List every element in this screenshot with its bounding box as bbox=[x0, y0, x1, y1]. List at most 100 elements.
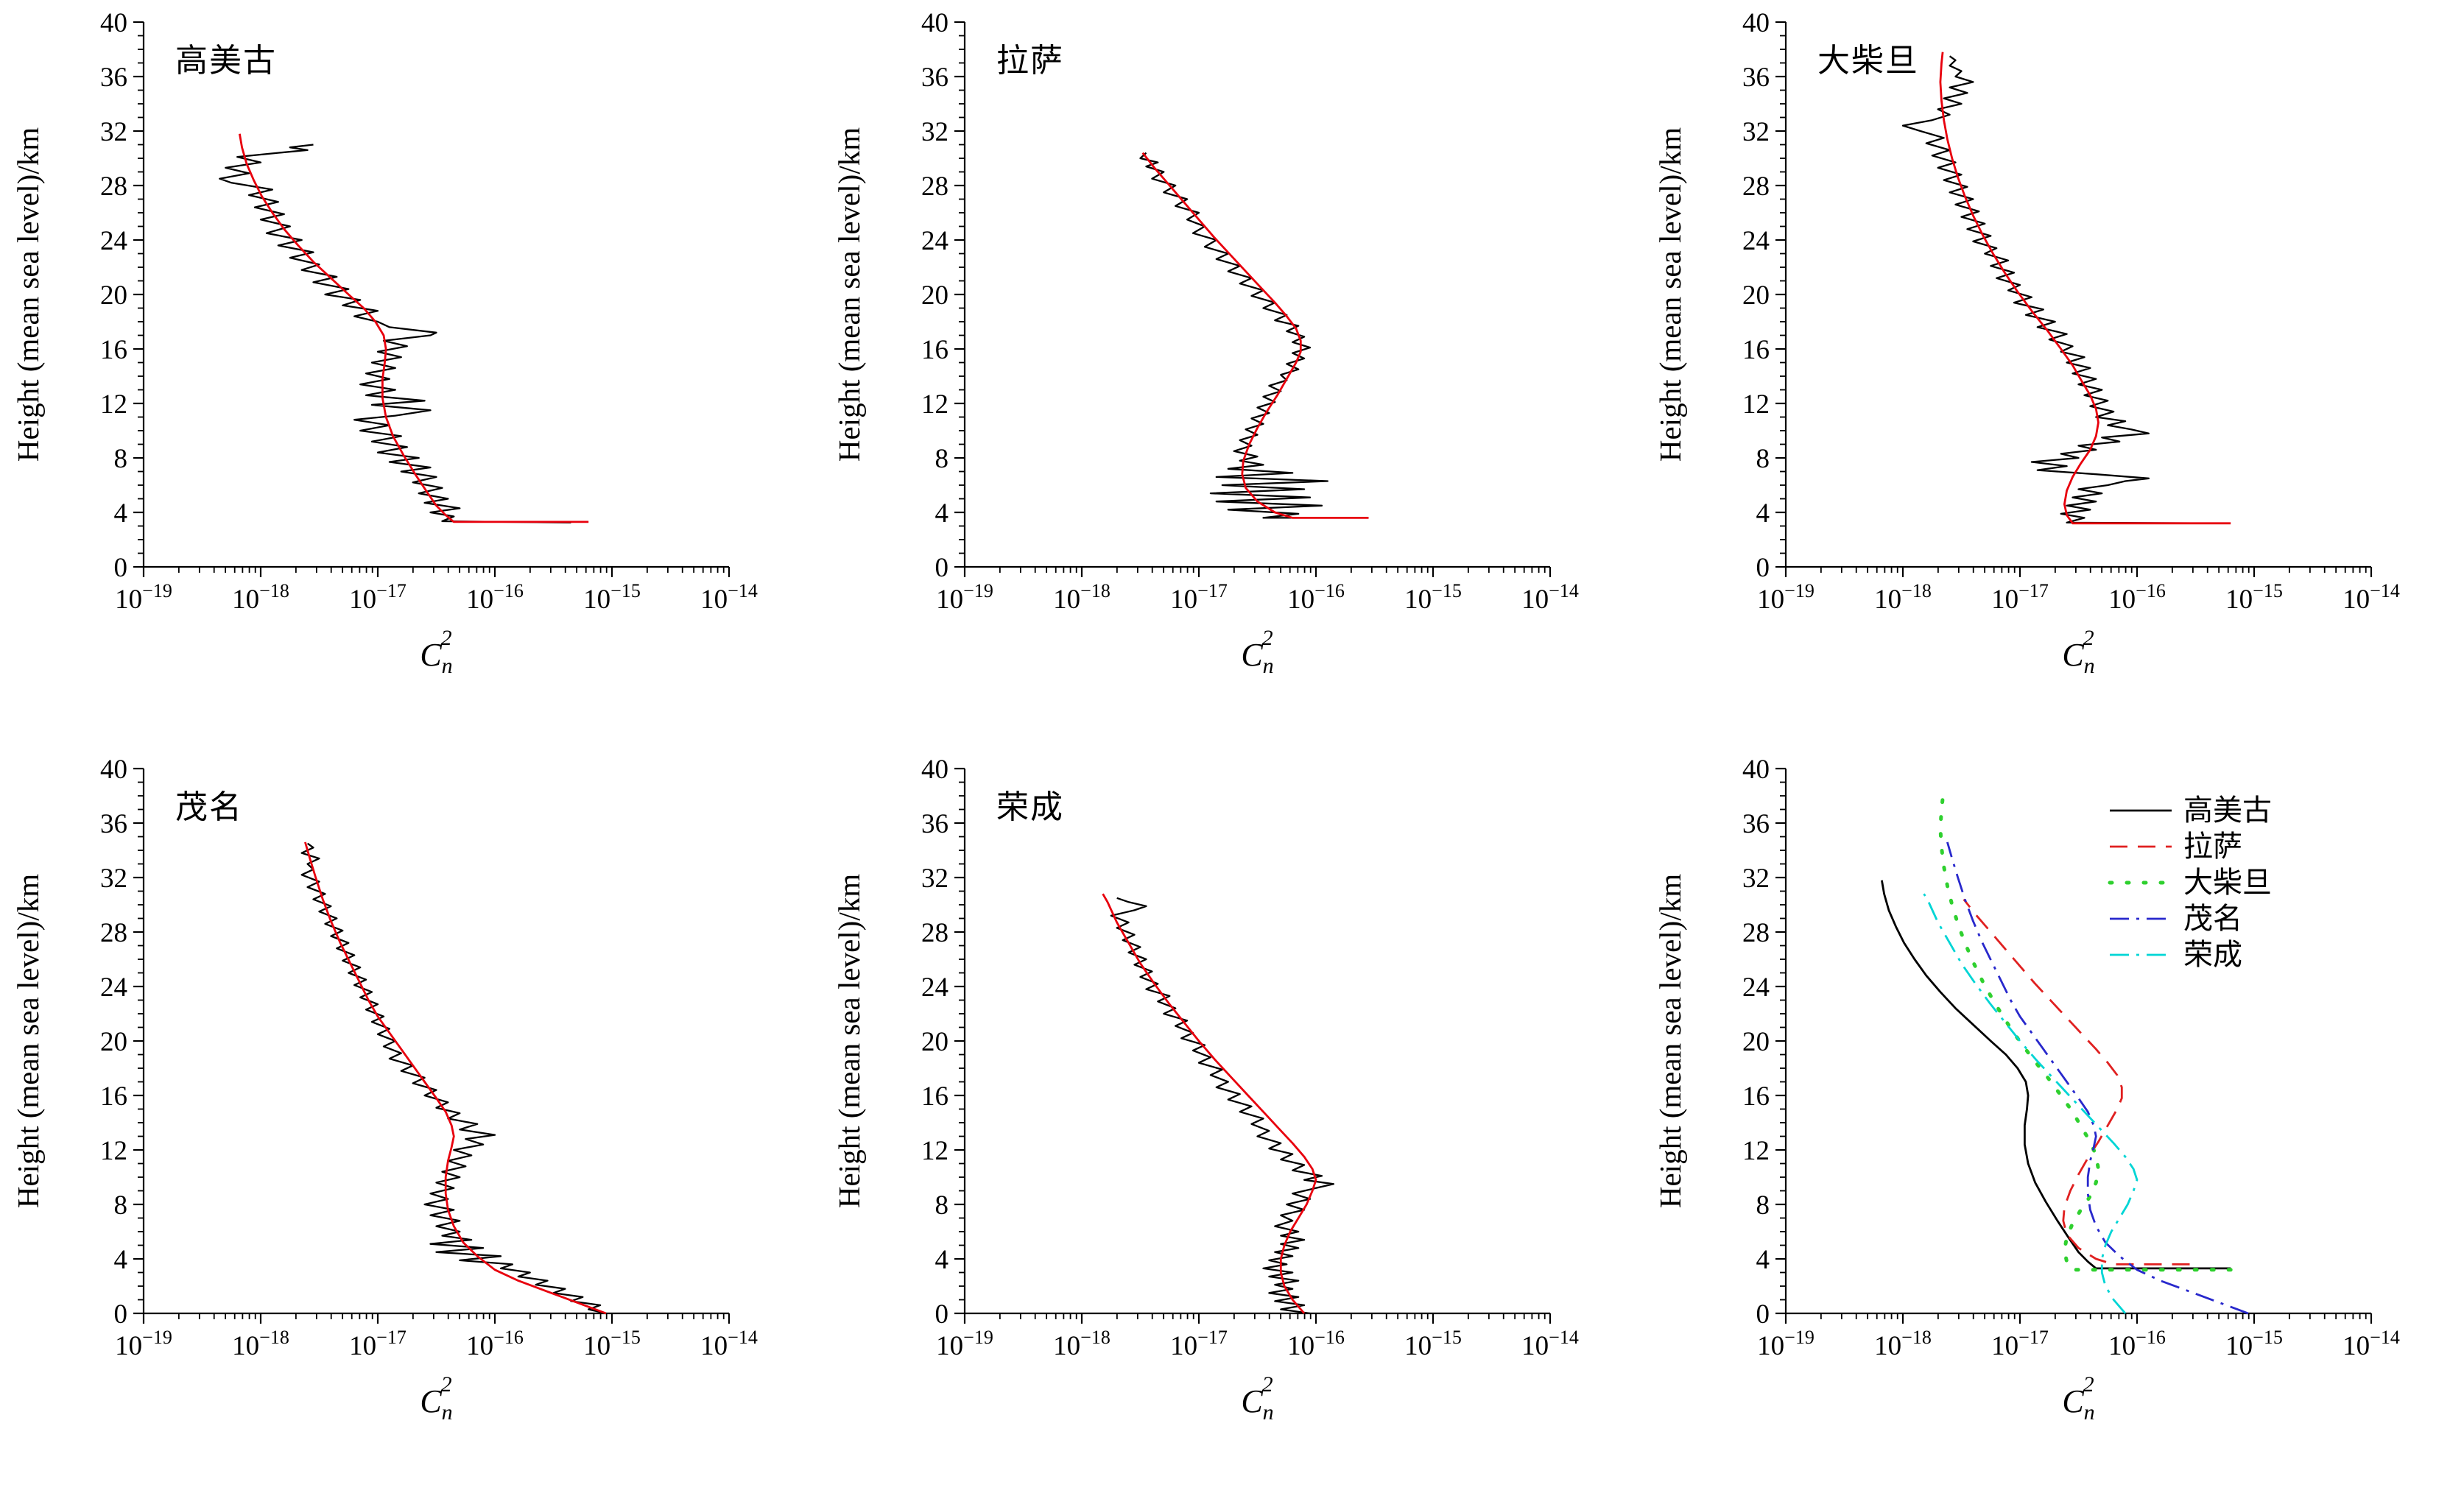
y-tick-label: 0 bbox=[114, 553, 128, 583]
y-tick-label: 40 bbox=[921, 8, 948, 38]
y-tick-label: 8 bbox=[935, 1190, 949, 1221]
panel-gaomeigu: 10−19 10−18 10−17 10−16 10−15 10−14 0 4 8 12 16 20 2… bbox=[0, 0, 821, 746]
y-tick-label: 4 bbox=[1756, 1245, 1770, 1275]
chart-dachaidan: 10−19 10−18 10−17 10−16 10−15 10−14 0 4 8 12 16 20 2… bbox=[1653, 8, 2400, 678]
y-tick-label: 16 bbox=[100, 1081, 127, 1112]
panel-title-lasa: 拉萨 bbox=[996, 43, 1064, 79]
measured-curve-maoming bbox=[300, 842, 607, 1315]
y-tick-label: 0 bbox=[935, 553, 949, 583]
x-tick-labels: 10−19 10−18 10−17 10−16 10−15 10−14 bbox=[115, 580, 758, 615]
y-tick-label: 40 bbox=[100, 755, 127, 785]
x-tick-label: 10−17 bbox=[1170, 1327, 1228, 1361]
y-tick-label: 40 bbox=[100, 8, 127, 38]
x-tick-labels: 10−19 10−18 10−17 10−16 10−15 10−14 bbox=[1757, 580, 2400, 615]
y-tick-label: 36 bbox=[921, 63, 948, 93]
y-axis-label: Height (mean sea level)/km bbox=[1653, 127, 1687, 462]
x-tick-label: 10−15 bbox=[1404, 580, 1462, 615]
y-tick-label: 32 bbox=[921, 117, 948, 147]
x-tick-label: 10−17 bbox=[349, 1327, 406, 1361]
y-tick-label: 32 bbox=[921, 864, 948, 894]
axes bbox=[954, 21, 1552, 577]
y-tick-label: 20 bbox=[921, 1027, 948, 1057]
y-tick-label: 40 bbox=[921, 755, 948, 785]
y-tick-label: 12 bbox=[1742, 389, 1770, 420]
y-tick-label: 16 bbox=[1742, 1081, 1770, 1112]
x-tick-label: 10−19 bbox=[1757, 580, 1814, 615]
measured-curve-dachaidan bbox=[1901, 55, 2214, 524]
y-tick-labels: 0 4 8 12 16 20 24 28 32 36 40 bbox=[100, 755, 127, 1330]
y-tick-label: 0 bbox=[1756, 1299, 1770, 1330]
x-tick-label: 10−18 bbox=[1053, 1327, 1110, 1361]
fitted-curve-dachaidan bbox=[1939, 52, 2231, 525]
y-tick-label: 20 bbox=[100, 280, 127, 311]
y-tick-label: 32 bbox=[100, 117, 127, 147]
panel-title-gaomeigu: 高美古 bbox=[175, 43, 277, 79]
x-tick-label: 10−16 bbox=[1287, 1327, 1345, 1361]
y-tick-label: 28 bbox=[1742, 172, 1770, 202]
x-tick-label: 10−15 bbox=[583, 580, 641, 615]
y-tick-label: 24 bbox=[100, 226, 127, 256]
x-tick-label: 10−16 bbox=[1287, 580, 1345, 615]
x-tick-label: 10−14 bbox=[2342, 1327, 2400, 1361]
panel-lasa: 10−19 10−18 10−17 10−16 10−15 10−14 0 4 8 12 16 20 2… bbox=[821, 0, 1642, 746]
y-tick-label: 36 bbox=[100, 809, 127, 839]
combined-curve-gaomeigu bbox=[1881, 880, 2231, 1270]
fitted-curve-gaomeigu bbox=[239, 133, 589, 523]
x-tick-label: 10−15 bbox=[2225, 580, 2283, 615]
y-tick-labels: 0 4 8 12 16 20 24 28 32 36 40 bbox=[100, 8, 127, 583]
x-tick-label: 10−16 bbox=[466, 1327, 524, 1361]
measured-curve-lasa bbox=[1139, 152, 1340, 519]
axes bbox=[1775, 767, 2373, 1324]
y-tick-label: 4 bbox=[1756, 498, 1770, 529]
panel-title-rongcheng: 荣成 bbox=[996, 789, 1064, 825]
chart-gaomeigu: 10−19 10−18 10−17 10−16 10−15 10−14 0 4 8 12 16 20 2… bbox=[11, 8, 758, 678]
x-axis-label: Cn2 bbox=[420, 626, 452, 678]
combined-curve-lasa bbox=[1963, 898, 2190, 1266]
y-tick-label: 32 bbox=[100, 864, 127, 894]
y-tick-label: 20 bbox=[1742, 280, 1770, 311]
panel-dachaidan: 10−19 10−18 10−17 10−16 10−15 10−14 0 4 8 12 16 20 2… bbox=[1642, 0, 2463, 746]
x-tick-label: 10−17 bbox=[1170, 580, 1228, 615]
y-tick-label: 28 bbox=[1742, 918, 1770, 948]
y-axis-label: Height (mean sea level)/km bbox=[11, 127, 45, 462]
x-tick-labels: 10−19 10−18 10−17 10−16 10−15 10−14 bbox=[936, 1327, 1579, 1361]
y-tick-label: 8 bbox=[1756, 1190, 1770, 1221]
chart-combined: 10−19 10−18 10−17 10−16 10−15 10−14 0 4 8 12 16 20 2… bbox=[1653, 755, 2400, 1425]
x-tick-label: 10−15 bbox=[2225, 1327, 2283, 1361]
fitted-curve-rongcheng bbox=[1102, 893, 1317, 1314]
x-tick-label: 10−19 bbox=[936, 580, 993, 615]
x-tick-label: 10−14 bbox=[700, 580, 758, 615]
x-tick-label: 10−17 bbox=[1991, 1327, 2049, 1361]
x-tick-labels: 10−19 10−18 10−17 10−16 10−15 10−14 bbox=[936, 580, 1579, 615]
y-tick-label: 36 bbox=[1742, 63, 1770, 93]
x-tick-label: 10−14 bbox=[2342, 580, 2400, 615]
y-tick-label: 28 bbox=[100, 172, 127, 202]
y-tick-label: 12 bbox=[921, 389, 948, 420]
y-tick-label: 32 bbox=[1742, 864, 1770, 894]
y-tick-label: 40 bbox=[1742, 755, 1770, 785]
y-tick-label: 12 bbox=[100, 1136, 127, 1166]
x-axis-label: Cn2 bbox=[420, 1372, 452, 1425]
x-tick-labels: 10−19 10−18 10−17 10−16 10−15 10−14 bbox=[115, 1327, 758, 1361]
x-tick-label: 10−14 bbox=[1521, 580, 1579, 615]
measured-curve-rongcheng bbox=[1110, 897, 1335, 1315]
y-tick-label: 28 bbox=[921, 918, 948, 948]
x-tick-label: 10−16 bbox=[466, 580, 524, 615]
fitted-curve-maoming bbox=[304, 841, 607, 1315]
y-tick-label: 36 bbox=[921, 809, 948, 839]
y-tick-label: 36 bbox=[1742, 809, 1770, 839]
x-tick-label: 10−17 bbox=[1991, 580, 2049, 615]
y-tick-label: 4 bbox=[935, 1245, 949, 1275]
x-tick-label: 10−17 bbox=[349, 580, 406, 615]
x-axis-label: Cn2 bbox=[2062, 626, 2094, 678]
y-tick-label: 12 bbox=[100, 389, 127, 420]
y-tick-labels: 0 4 8 12 16 20 24 28 32 36 40 bbox=[1742, 8, 1770, 583]
y-tick-label: 20 bbox=[1742, 1027, 1770, 1057]
y-axis-label: Height (mean sea level)/km bbox=[1653, 874, 1687, 1208]
y-tick-label: 8 bbox=[114, 444, 128, 474]
y-tick-label: 12 bbox=[921, 1136, 948, 1166]
x-tick-label: 10−19 bbox=[115, 1327, 172, 1361]
y-tick-label: 16 bbox=[1742, 335, 1770, 365]
x-tick-label: 10−15 bbox=[583, 1327, 641, 1361]
